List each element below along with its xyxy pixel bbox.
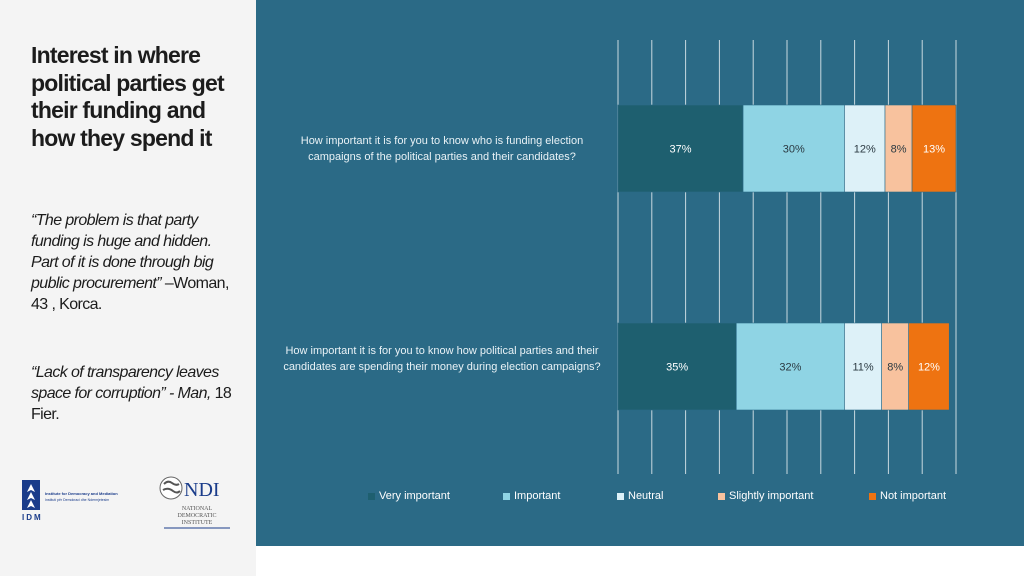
bar-segment-not-important: [908, 322, 950, 411]
bar-segment-important: [735, 322, 845, 411]
legend-swatch: [718, 492, 725, 500]
quote-text: “Lack of transparency leaves space for c…: [31, 364, 219, 402]
quote-attribution: 18 Fier.: [31, 385, 232, 423]
bar-segment-very-important: [617, 104, 744, 193]
bar-segment-slightly-important: [881, 322, 909, 411]
legend-item-important: Important: [503, 489, 560, 503]
legend-label: Not important: [880, 490, 947, 502]
quote-attribution: –Woman, 43 , Korca.: [31, 275, 229, 313]
data-label: 12%: [854, 144, 876, 156]
page-title: Interest in where political parties get …: [31, 42, 225, 151]
ndi-logo: NDI NATIONAL DEMOCRATIC INSTITUTE: [159, 476, 230, 529]
legend-label: Neutral: [628, 490, 664, 502]
data-label: 30%: [783, 144, 805, 156]
bar-segment-neutral: [844, 104, 886, 193]
quote-woman-korca: “The problem is that party funding is hu…: [31, 210, 241, 315]
question-funding-sources: How important it is for you to know who …: [300, 135, 584, 163]
data-label: 37%: [670, 144, 692, 156]
idm-logo: IDM Institute for Democracy and Mediatio…: [22, 480, 118, 522]
ndi-name-3: INSTITUTE: [182, 520, 213, 526]
bar-segment-neutral: [844, 322, 882, 411]
legend-item-very-important: Very important: [368, 489, 450, 503]
bar-segment-important: [742, 104, 845, 193]
ndi-mark: NDI: [184, 479, 220, 501]
bottom-strip: [256, 546, 1024, 576]
stacked-bar-chart: 37% 30% 12% 8% 13% 35% 32% 11% 8% 12%: [617, 40, 957, 474]
data-label: 13%: [923, 144, 945, 156]
data-label: 11%: [852, 362, 873, 374]
legend-item-not-important: Not important: [869, 489, 946, 503]
data-label: 32%: [779, 362, 801, 374]
quote-man-fier: “Lack of transparency leaves space for c…: [31, 362, 241, 425]
data-label: 12%: [918, 362, 940, 374]
question-spending: How important it is for you to know how …: [283, 345, 601, 373]
ndi-name-1: NATIONAL: [182, 506, 213, 512]
idm-mark: IDM: [22, 513, 43, 522]
idm-name-en: Institute for Democracy and Mediation: [45, 491, 118, 496]
legend-label: Slightly important: [729, 490, 814, 502]
bar-segment-not-important: [911, 104, 957, 193]
legend-label: Very important: [379, 490, 450, 502]
legend-swatch: [869, 492, 876, 500]
left-panel: [0, 0, 256, 576]
data-label: 8%: [891, 144, 907, 156]
idm-name-al: Instituti për Demokraci dhe Ndermjetesim: [45, 498, 109, 502]
legend-swatch: [617, 492, 624, 500]
data-label: 8%: [887, 362, 903, 374]
quote-text: “The problem is that party funding is hu…: [31, 212, 214, 292]
bar-segment-very-important: [617, 322, 737, 411]
ndi-name-2: DEMOCRATIC: [177, 513, 216, 519]
chart-panel: [256, 0, 1024, 546]
legend-label: Important: [514, 490, 561, 502]
legend-swatch: [503, 492, 510, 500]
data-label: 35%: [666, 362, 688, 374]
legend-item-neutral: Neutral: [617, 489, 663, 503]
legend-swatch: [368, 492, 375, 500]
legend-item-slightly-important: Slightly important: [718, 489, 813, 503]
